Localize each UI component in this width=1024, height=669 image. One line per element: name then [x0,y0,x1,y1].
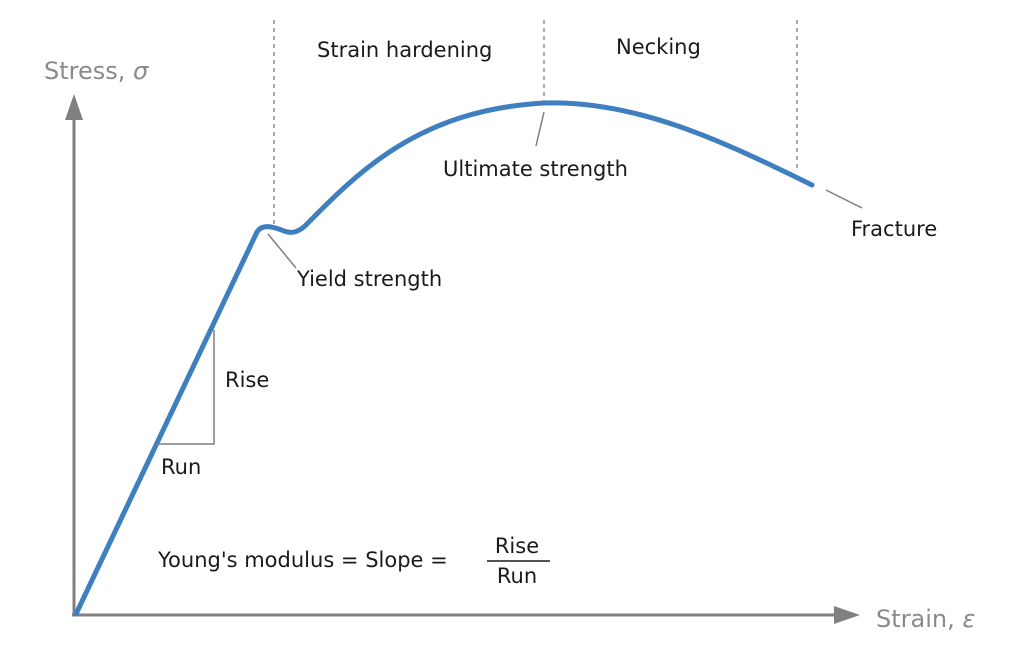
run-label: Run [161,455,201,479]
youngs-modulus-formula: Young's modulus = Slope = [157,548,448,572]
fracture-label: Fracture [851,217,937,241]
necking-label: Necking [616,35,701,59]
axes [65,94,860,624]
ultimate-strength-leader [535,111,545,147]
region-dividers [273,20,798,226]
slope-triangle [157,330,215,445]
stress-strain-curve [73,100,815,617]
epsilon-symbol: ε [962,605,975,633]
rise-label: Rise [225,368,269,392]
x-axis-label: Strain, ε [876,605,975,633]
formula-denominator: Run [497,564,537,588]
y-axis-label: Stress, σ [44,57,149,85]
sigma-symbol: σ [133,57,149,85]
fracture-leader [825,189,863,209]
x-axis-label-text: Strain, [876,605,962,633]
formula-numerator: Rise [495,534,539,558]
y-axis-arrow [65,94,83,120]
x-axis-arrow [834,606,860,624]
yield-strength-label: Yield strength [296,267,442,291]
strain-hardening-label: Strain hardening [317,38,492,62]
yield-strength-leader [267,233,297,269]
ultimate-strength-label: Ultimate strength [443,157,628,181]
y-axis-label-text: Stress, [44,57,133,85]
